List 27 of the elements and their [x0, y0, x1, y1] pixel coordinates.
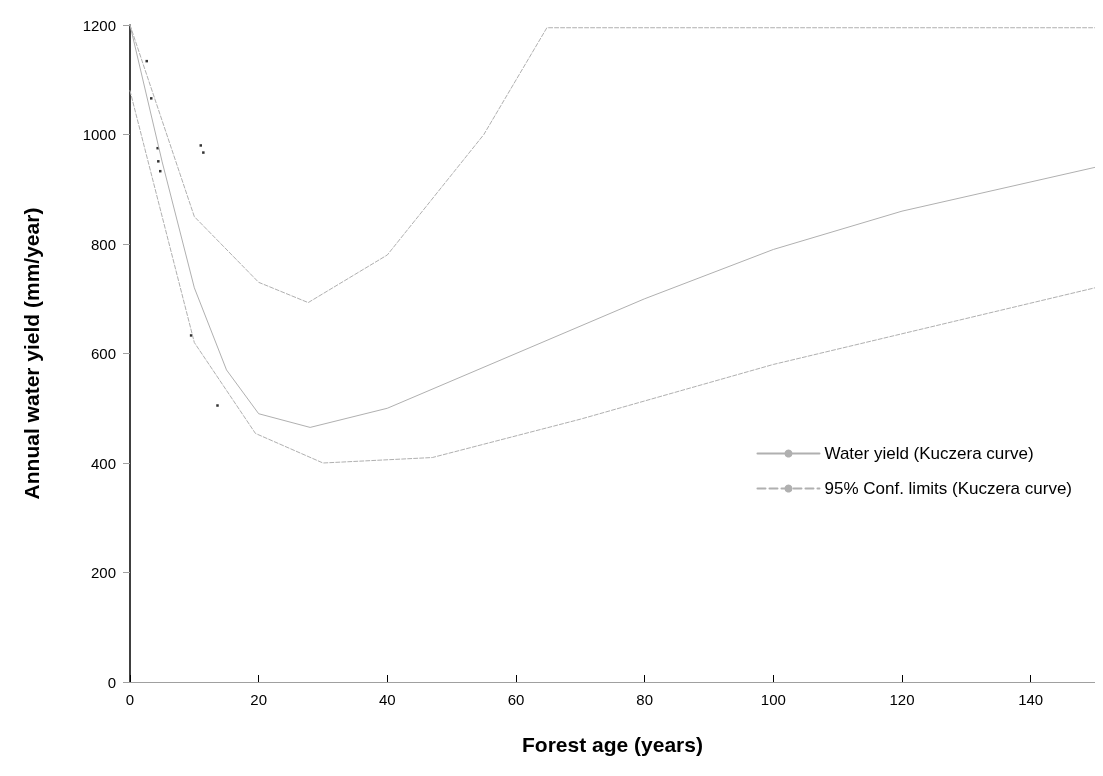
y-tick-label: 400 [90, 454, 116, 472]
x-tick-label: 100 [760, 691, 786, 708]
y-tick-label: 600 [90, 345, 116, 362]
point [157, 160, 160, 163]
legend-label: Water yield (Kuczera curve) [824, 444, 1034, 463]
x-tick-label: 60 [507, 691, 525, 708]
point [149, 97, 153, 100]
y-tick-label: 0 [107, 673, 116, 691]
point [199, 144, 203, 147]
y-tick-label: 1200 [82, 16, 116, 34]
x-axis-title: Forest age (years) [522, 733, 703, 756]
legend-label: 95% Conf. limits (Kuczera curve) [824, 479, 1073, 498]
y-tick-label: 800 [90, 235, 116, 253]
point [189, 334, 193, 337]
y-tick-label: 1000 [82, 126, 116, 143]
x-tick-label: 20 [250, 691, 268, 708]
x-tick-label: 120 [889, 691, 915, 708]
x-tick-label: 0 [125, 691, 135, 708]
point [145, 59, 148, 63]
point [216, 404, 219, 407]
x-tick-label: 40 [378, 691, 396, 708]
x-tick-label: 140 [1018, 691, 1044, 708]
x-tick-label: 80 [636, 691, 654, 708]
y-axis-title: Annual water yield (mm/year) [20, 207, 43, 500]
line-series [129, 90, 1095, 464]
y-tick-label: 200 [90, 564, 116, 581]
point [202, 151, 205, 154]
